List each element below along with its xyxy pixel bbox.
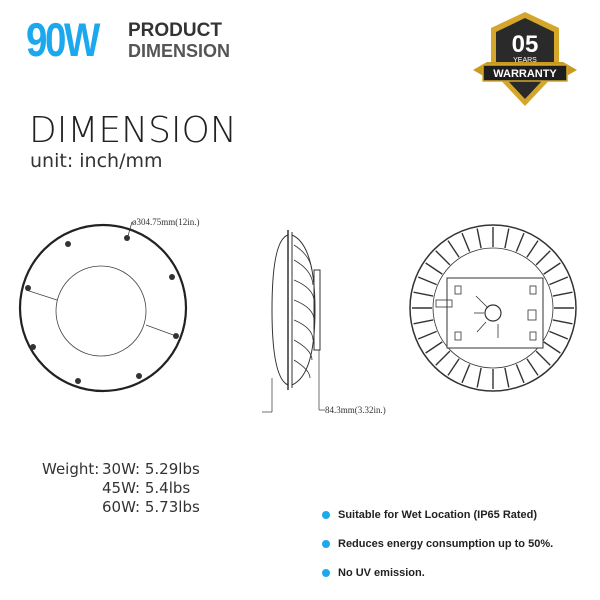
- feature-text: Reduces energy consumption up to 50%.: [338, 538, 554, 550]
- heatsink-fin: [526, 240, 539, 258]
- header-title-line1: PRODUCT: [128, 20, 222, 41]
- feature-text: No UV emission.: [338, 567, 425, 579]
- heatsink-fin: [504, 367, 510, 388]
- heatsink-fin: [417, 330, 437, 340]
- heatsink-fin: [552, 291, 573, 297]
- section-title: DIMENSION: [29, 110, 237, 151]
- heatsink-fin: [535, 250, 551, 266]
- heatsink-fin: [504, 228, 510, 249]
- weight-row: Weight: 30W: 5.29lbs: [42, 460, 200, 479]
- weight-value: 5.4lbs: [144, 479, 191, 497]
- heatsink-fin: [543, 341, 561, 354]
- weight-model: 60W:: [102, 498, 141, 516]
- side-view-drawing: [262, 230, 325, 413]
- heatsink-fin: [535, 350, 551, 366]
- heatsink-fin: [435, 350, 451, 366]
- heatsink-fin: [515, 364, 525, 384]
- heatsink-fin: [425, 341, 443, 354]
- bullet-icon: [322, 511, 330, 519]
- heatsink-fin: [417, 276, 437, 286]
- weight-value: 5.29lbs: [144, 460, 200, 478]
- weight-value: 5.73lbs: [144, 498, 200, 516]
- weight-row: 60W: 5.73lbs: [42, 498, 200, 517]
- weight-label: Weight:: [42, 460, 100, 478]
- badge-number: 05: [512, 31, 539, 58]
- badge-warranty: WARRANTY: [493, 68, 557, 80]
- wattage-label: 90W: [26, 13, 100, 66]
- heatsink-fin: [476, 367, 482, 388]
- weights-table: Weight: 30W: 5.29lbs 45W: 5.4lbs 60W: 5.7…: [42, 460, 200, 517]
- front-view-drawing: [18, 221, 188, 393]
- heatsink-fin: [476, 228, 482, 249]
- feature-item: No UV emission.: [322, 567, 425, 579]
- diameter-label: ø304.75mm(12in.): [132, 217, 200, 227]
- unit-label: unit: inch/mm: [30, 150, 163, 172]
- feature-text: Suitable for Wet Location (IP65 Rated): [338, 509, 538, 521]
- weight-model: 45W:: [102, 479, 141, 497]
- heatsink-fin: [515, 232, 525, 252]
- bullet-icon: [322, 540, 330, 548]
- heatsink-fin: [435, 250, 451, 266]
- bullet-icon: [322, 569, 330, 577]
- heatsink-fin: [461, 232, 471, 252]
- badge-years: YEARS: [513, 57, 537, 64]
- feature-item: Suitable for Wet Location (IP65 Rated): [322, 509, 537, 521]
- weight-model: 30W:: [102, 460, 141, 478]
- header-title-line2: DIMENSION: [128, 41, 231, 61]
- heatsink-fin: [543, 262, 561, 275]
- back-view-drawing: [409, 224, 577, 392]
- heatsink-fin: [552, 319, 573, 325]
- weight-row: 45W: 5.4lbs: [42, 479, 200, 498]
- heatsink-fin: [425, 262, 443, 275]
- dimension-drawings: ø304.75mm(12in.) 84.3mm(3.32in.): [18, 217, 577, 415]
- heatsink-fin: [549, 276, 569, 286]
- heatsink-fin: [413, 291, 434, 297]
- heatsink-fin: [526, 358, 539, 376]
- warranty-badge-icon: 05 YEARS WARRANTY: [473, 12, 577, 106]
- heatsink-fin: [447, 358, 460, 376]
- heatsink-fin: [413, 319, 434, 325]
- heatsink-fin: [447, 240, 460, 258]
- height-label: 84.3mm(3.32in.): [325, 405, 386, 415]
- heatsink-fin: [461, 364, 471, 384]
- heatsink-fin: [549, 330, 569, 340]
- feature-item: Reduces energy consumption up to 50%.: [322, 538, 553, 550]
